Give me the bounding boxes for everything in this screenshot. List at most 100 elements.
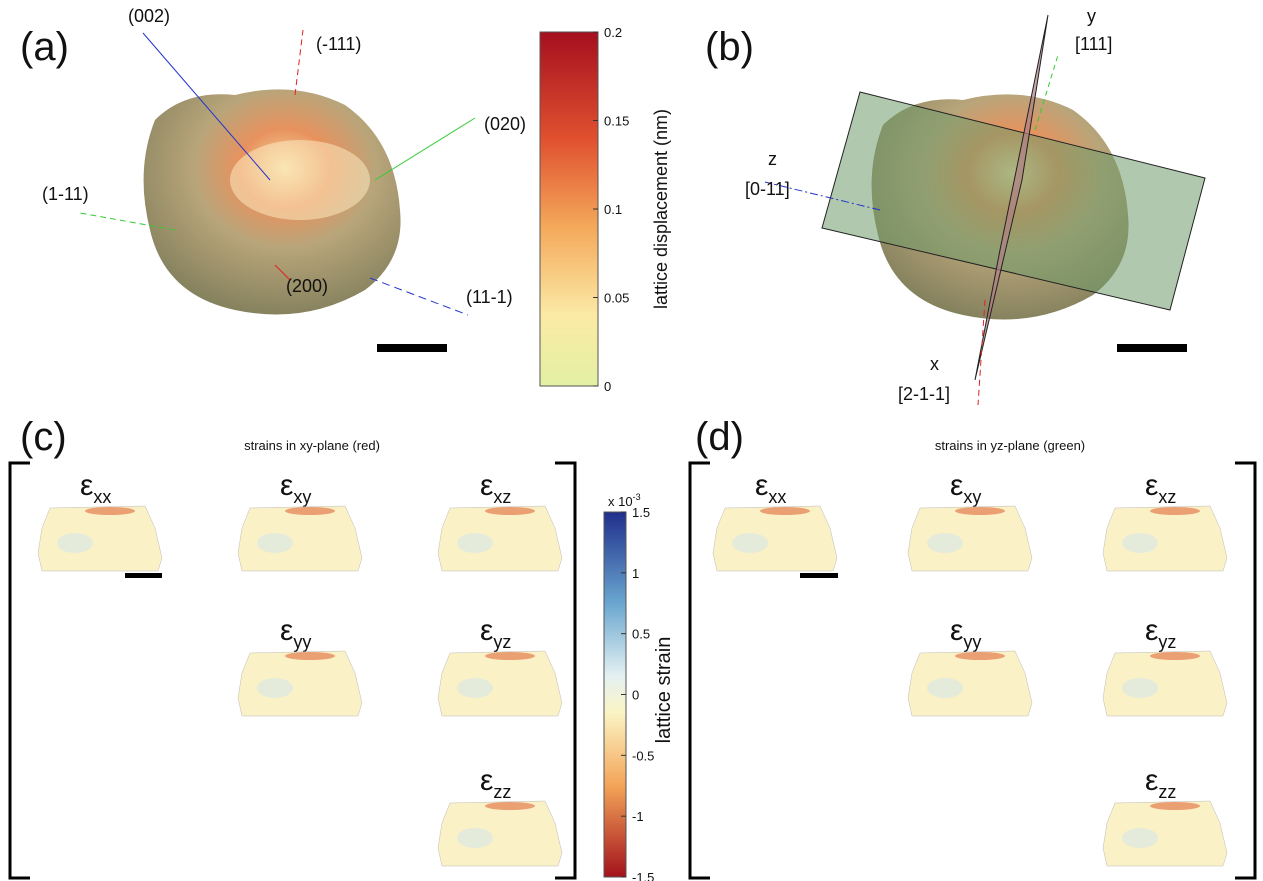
strain-slice bbox=[38, 506, 162, 571]
subscript: yy bbox=[293, 632, 311, 652]
figure: (a) (002) (-111) (020) (1-11) (200) (11-… bbox=[0, 0, 1263, 881]
strain-label: εyy bbox=[280, 614, 311, 652]
strain-spot bbox=[1122, 678, 1158, 698]
strain-label: εxz bbox=[480, 469, 511, 507]
strain-slice bbox=[713, 506, 837, 571]
colorbar-tick-label: -1 bbox=[632, 809, 644, 824]
axis-label: (-111) bbox=[316, 34, 361, 54]
panel-label: (c) bbox=[20, 415, 67, 459]
highlight bbox=[230, 140, 370, 220]
strain-slice bbox=[908, 506, 1032, 571]
colorbar-tick-label: 0.15 bbox=[604, 114, 629, 129]
strain-spot bbox=[1150, 507, 1200, 515]
scale-bar bbox=[1117, 344, 1187, 352]
strain-slice bbox=[238, 506, 362, 571]
strain-spot bbox=[927, 678, 963, 698]
colorbar-tick-label: -1.5 bbox=[632, 870, 654, 881]
strain-spot bbox=[485, 507, 535, 515]
strain-slice bbox=[238, 651, 362, 716]
strain-spot bbox=[485, 652, 535, 660]
colorbar-tick-label: 1.5 bbox=[632, 505, 650, 520]
symbol: ε bbox=[1145, 764, 1158, 797]
panel-label: (a) bbox=[20, 25, 69, 69]
subscript: xx bbox=[93, 487, 111, 507]
symbol: ε bbox=[480, 469, 493, 502]
strain-spot bbox=[1122, 828, 1158, 848]
axis-label: (200) bbox=[286, 276, 328, 296]
symbol: ε bbox=[755, 469, 768, 502]
symbol: ε bbox=[1145, 614, 1158, 647]
strain-label: εxy bbox=[950, 469, 981, 507]
strain-spot bbox=[57, 533, 93, 553]
strain-spot bbox=[1150, 802, 1200, 810]
axis-label: (020) bbox=[484, 114, 526, 134]
strain-spot bbox=[760, 507, 810, 515]
strain-spot bbox=[955, 652, 1005, 660]
strain-spot bbox=[457, 533, 493, 553]
strain-label: εxy bbox=[280, 469, 311, 507]
strain-spot bbox=[1122, 533, 1158, 553]
axis-direction: [111] bbox=[1075, 34, 1112, 54]
colorbar-tick-label: 0.05 bbox=[604, 291, 629, 306]
strain-label: εxx bbox=[755, 469, 786, 507]
panel-title: strains in yz-plane (green) bbox=[935, 438, 1085, 453]
strain-label: εzz bbox=[480, 764, 511, 802]
symbol: ε bbox=[280, 469, 293, 502]
strain-spot bbox=[927, 533, 963, 553]
axis-name: y bbox=[1087, 6, 1096, 26]
colorbar-tick-label: -0.5 bbox=[632, 748, 654, 763]
axis-label: (1-11) bbox=[42, 184, 89, 204]
scale-bar bbox=[377, 344, 447, 352]
strain-slice bbox=[1103, 651, 1227, 716]
axis-label: (11-1) bbox=[466, 287, 513, 307]
scale-bar bbox=[125, 573, 162, 578]
colorbar bbox=[540, 32, 598, 386]
exponent: -3 bbox=[633, 492, 641, 502]
scale-bar bbox=[800, 573, 838, 578]
strain-spot bbox=[1150, 652, 1200, 660]
strain-slice bbox=[438, 801, 562, 866]
axis-line bbox=[370, 278, 468, 315]
axis-label: (002) bbox=[128, 6, 170, 26]
strain-slice bbox=[908, 651, 1032, 716]
strain-spot bbox=[955, 507, 1005, 515]
panel-title: strains in xy-plane (red) bbox=[244, 438, 380, 453]
strain-slice bbox=[1103, 801, 1227, 866]
subscript: xz bbox=[1158, 487, 1176, 507]
strain-spot bbox=[457, 678, 493, 698]
slices: εxxεxyεxzεyyεyzεzzεxxεxyεxzεyyεyzεzz bbox=[38, 469, 1227, 866]
axis-name: x bbox=[930, 354, 939, 374]
colorbar-tick-label: 0.2 bbox=[604, 25, 622, 40]
symbol: ε bbox=[950, 614, 963, 647]
subscript: yz bbox=[493, 632, 511, 652]
subscript: xz bbox=[493, 487, 511, 507]
colorbar-tick-label: 0.5 bbox=[632, 627, 650, 642]
subscript: zz bbox=[493, 782, 511, 802]
colorbar-tick-label: 0 bbox=[604, 379, 611, 394]
strain-spot bbox=[85, 507, 135, 515]
strain-label: εyz bbox=[1145, 614, 1176, 652]
colorbar-tick-label: 1 bbox=[632, 566, 639, 581]
strain-spot bbox=[457, 828, 493, 848]
strain-spot bbox=[257, 678, 293, 698]
axis-line bbox=[295, 30, 303, 95]
subscript: zz bbox=[1158, 782, 1176, 802]
page: {"panels":[ {"label":"(a)","axes":["(002… bbox=[0, 0, 1263, 881]
strain-spot bbox=[732, 533, 768, 553]
strain-spot bbox=[257, 533, 293, 553]
strain-label: εyy bbox=[950, 614, 981, 652]
panel-label: (d) bbox=[695, 415, 744, 459]
strain-spot bbox=[285, 507, 335, 515]
symbol: ε bbox=[480, 614, 493, 647]
strain-label: εzz bbox=[1145, 764, 1176, 802]
strain-label: εyz bbox=[480, 614, 511, 652]
strain-label: εxx bbox=[80, 469, 111, 507]
strain-slice bbox=[1103, 506, 1227, 571]
colorbar-label: lattice displacement (nm) bbox=[651, 109, 671, 309]
subscript: yy bbox=[963, 632, 981, 652]
colorbar-tick-label: 0.1 bbox=[604, 202, 622, 217]
panel-label: (b) bbox=[705, 25, 754, 69]
symbol: ε bbox=[950, 469, 963, 502]
subscript: yz bbox=[1158, 632, 1176, 652]
subscript: xy bbox=[963, 487, 981, 507]
